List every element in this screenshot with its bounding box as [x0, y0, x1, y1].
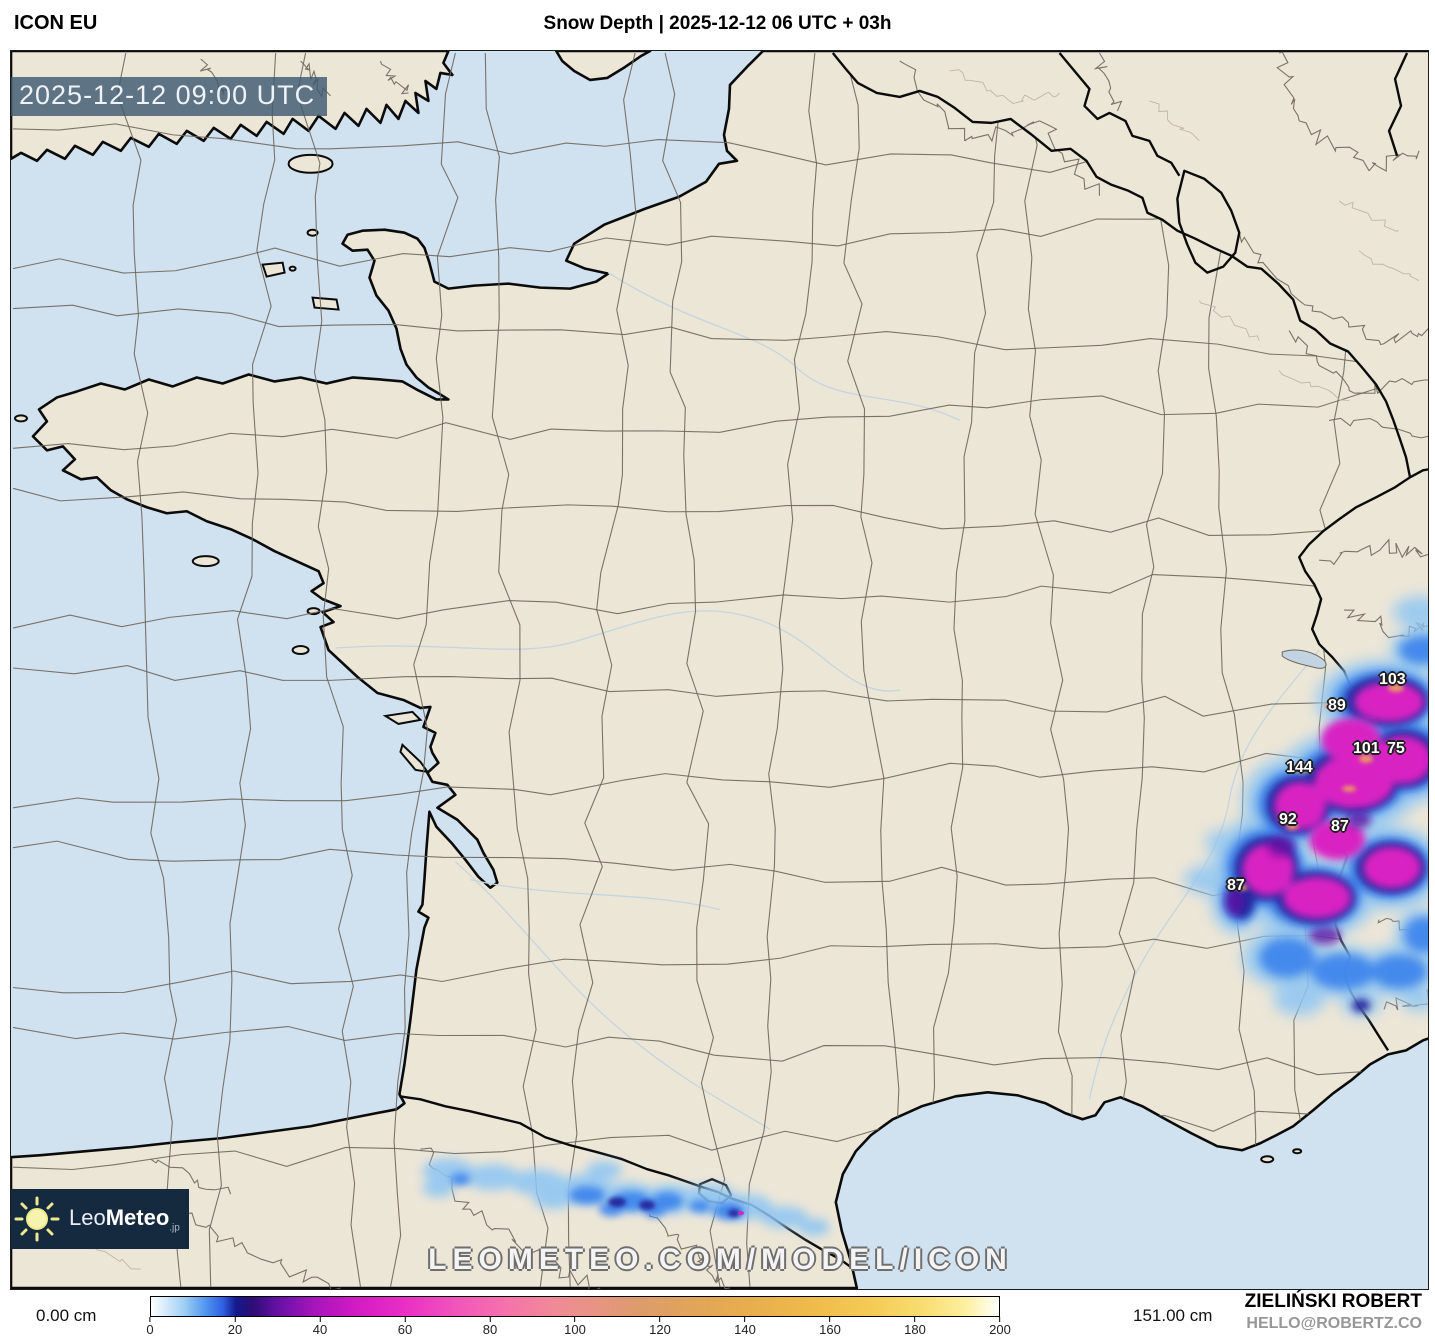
snow-value-label: 144: [1286, 759, 1313, 776]
author-contact: HELLO@ROBERTZ.CO: [1246, 1315, 1422, 1332]
lake-geneva: [1281, 649, 1327, 669]
watermark: LEOMETEO.COM/MODEL/ICON: [428, 1243, 1013, 1276]
tick: 180: [904, 1317, 926, 1337]
snow-value-label: 87: [1227, 877, 1245, 894]
tick: 200: [989, 1317, 1011, 1337]
author-name: ZIELIŃSKI ROBERT: [1244, 1291, 1422, 1312]
tick: 60: [398, 1317, 412, 1337]
tick: 80: [483, 1317, 497, 1337]
kent-landmass: [554, 51, 652, 82]
colorbar: [150, 1296, 1000, 1317]
leometeo-logo: LeoMeteo.jp: [11, 1189, 189, 1249]
header: ICON EU Snow Depth | 2025-12-12 06 UTC +…: [0, 0, 1435, 48]
snow-value-label: 92: [1279, 811, 1297, 828]
colorbar-ticks: 0 20 40 60 80 100 120 140 160 180 200: [146, 1317, 1011, 1338]
snow-value-label: 103: [1379, 671, 1406, 688]
tick: 120: [649, 1317, 671, 1337]
tick: 40: [313, 1317, 327, 1337]
snow-value-label: 75: [1387, 740, 1405, 757]
legend-min-value: 0.00 cm: [36, 1306, 97, 1325]
legend-max-value: 151.00 cm: [1133, 1306, 1213, 1325]
model-label: ICON EU: [14, 12, 98, 34]
page-title: Snow Depth | 2025-12-12 06 UTC + 03h: [543, 13, 892, 34]
map-canvas: 2025-12-12 09:00 UTC 103 89 101 75 144 9…: [10, 50, 1429, 1290]
tick: 160: [819, 1317, 841, 1337]
snow-value-label: 101: [1353, 740, 1380, 757]
snow-pyrenees: [422, 1158, 830, 1237]
tick: 100: [564, 1317, 586, 1337]
snow-value-label: 87: [1331, 818, 1349, 835]
islands: [13, 153, 1303, 1164]
sun-icon: [14, 1196, 60, 1242]
tick: 0: [146, 1317, 154, 1337]
snow-alps: [1184, 596, 1428, 1017]
france-map-svg: [11, 51, 1428, 1289]
tick: 140: [734, 1317, 756, 1337]
timestamp-overlay: 2025-12-12 09:00 UTC: [11, 77, 328, 116]
logo-text: LeoMeteo.jp: [69, 1204, 180, 1234]
continental-landmass: [11, 51, 1428, 1289]
snow-value-label: 89: [1328, 697, 1346, 714]
tick: 20: [228, 1317, 242, 1337]
